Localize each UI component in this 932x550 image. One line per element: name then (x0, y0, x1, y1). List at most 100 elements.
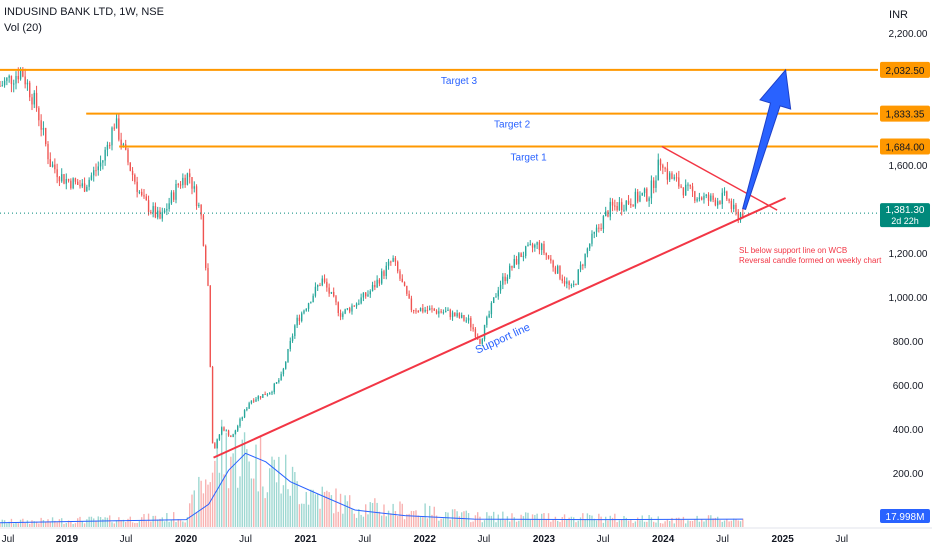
candle-body (241, 417, 243, 420)
candle-body (630, 203, 632, 206)
price-axis-level-badge (880, 61, 930, 78)
price-axis[interactable]: 2,032.50 1,833.35 1,684.00 2,200.00 1,600.00… (880, 29, 930, 524)
volume-indicator-label[interactable]: Vol (20) (4, 22, 42, 34)
volume-bar (72, 524, 74, 527)
volume-bar (321, 486, 323, 527)
volume-bar (632, 522, 634, 527)
candle-body (664, 167, 666, 169)
volume-bar (735, 519, 737, 527)
volume-bar (88, 516, 90, 527)
candle-body (168, 203, 170, 210)
candle-body (620, 202, 623, 211)
currency-label: INR (889, 9, 908, 21)
candle-body (438, 311, 440, 314)
candle-body (536, 242, 538, 245)
volume-bar (664, 521, 666, 527)
candle-body (138, 191, 141, 193)
volume-bar (301, 503, 303, 527)
candle-body (266, 394, 269, 396)
volume-bar (369, 502, 371, 527)
time-axis-tick: Jul (835, 534, 848, 545)
volume-bar (307, 504, 310, 527)
volume-bar (545, 519, 547, 527)
volume-bar (157, 519, 159, 527)
candle-body (147, 200, 150, 213)
volume-bar (730, 520, 733, 527)
candle-body (584, 253, 586, 266)
volume-bar (559, 521, 561, 527)
volume-bar (636, 517, 639, 527)
volume-bar (591, 515, 593, 527)
candle-body (67, 179, 70, 181)
volume-bar (326, 490, 328, 527)
candle-body (106, 144, 109, 150)
candle-body (513, 258, 515, 268)
candle-body (687, 184, 689, 186)
volume-bar (488, 515, 490, 527)
candle-body (56, 169, 58, 178)
volume-bar (611, 517, 614, 527)
candle-body (19, 70, 22, 80)
candle-body (29, 82, 31, 98)
volume-bar (353, 513, 355, 527)
price-axis-level-badge (880, 138, 930, 155)
volume-bar (56, 522, 58, 527)
volume-bar (273, 459, 275, 527)
volume-bar (378, 511, 381, 527)
volume-bar (531, 514, 534, 527)
volume-bar (719, 520, 721, 527)
volume-bar (358, 509, 360, 527)
target-arrow (742, 68, 792, 211)
candle-body (463, 314, 465, 321)
volume-bar (77, 518, 79, 527)
volume-bar (255, 444, 257, 527)
candle-body (8, 75, 10, 78)
volume-bar (319, 508, 321, 527)
volume-bar (209, 482, 211, 527)
price-axis-tick: 400.00 (893, 425, 924, 436)
volume-bar (625, 517, 627, 527)
volume-bar (424, 503, 426, 527)
volume-bar (97, 516, 99, 527)
volume-bar (95, 520, 97, 527)
candle-body (710, 195, 712, 201)
candle-body (243, 410, 246, 418)
candle-body (374, 284, 376, 288)
candle-body (166, 209, 168, 211)
volume-bar (675, 517, 678, 527)
volume-bar (287, 489, 289, 527)
volume-bar (145, 521, 147, 527)
candle-body (506, 277, 509, 282)
volume-bar (31, 520, 33, 527)
volume-bar (600, 516, 602, 527)
volume-bar (417, 515, 419, 527)
candle-body (72, 178, 74, 189)
volume-bar (728, 521, 730, 527)
volume-bar (716, 516, 719, 527)
volume-bar (518, 520, 520, 527)
volume-bar (445, 511, 447, 527)
time-axis[interactable]: Jul 2019 Jul 2020 Jul 2021 Jul 2022 Jul 2023 Jul 20… (0, 527, 932, 545)
candle-body (26, 82, 29, 85)
volume-bar (227, 488, 230, 527)
candle-body (509, 265, 511, 278)
candle-body (17, 75, 19, 80)
candle-body (390, 261, 392, 263)
candle-body (684, 184, 687, 196)
volume-bar (399, 501, 401, 527)
volume-bar (49, 521, 51, 527)
candle-body (195, 186, 198, 206)
candle-body (317, 285, 319, 287)
volume-bar (573, 517, 575, 527)
volume-bar (570, 516, 573, 527)
candle-body (376, 279, 378, 288)
candle-body (730, 200, 733, 209)
volume-bar (257, 491, 259, 527)
candle-body (47, 144, 49, 160)
volume-bar (223, 474, 225, 527)
volume-bar (150, 521, 152, 527)
volume-bar (19, 519, 22, 527)
candle-body (202, 215, 205, 246)
